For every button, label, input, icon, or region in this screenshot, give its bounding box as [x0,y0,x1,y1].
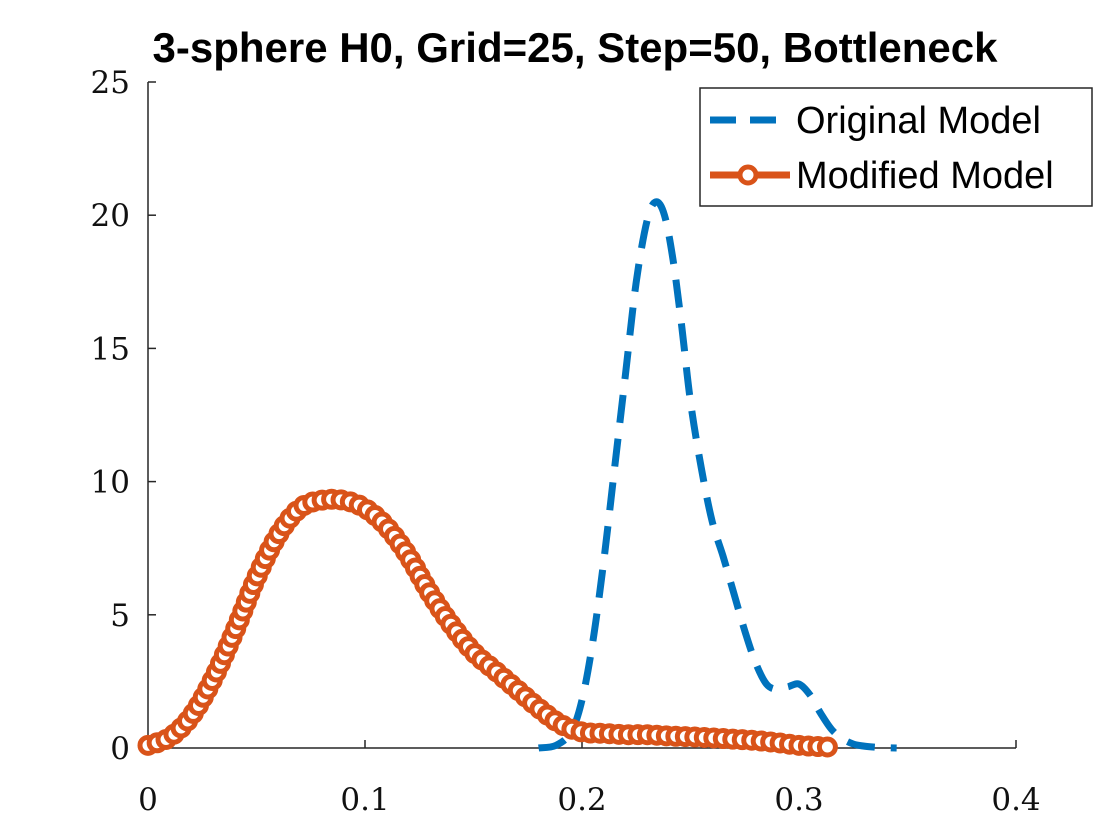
series-line-modified-model [146,495,832,751]
series-layer [137,198,897,758]
x-tick-label: 0.1 [340,782,389,818]
x-tick-label: 0.2 [557,782,606,818]
series-marker-modified-model [816,736,838,758]
legend-label-modified: Modified Model [796,155,1054,197]
x-tick-label: 0.3 [774,782,823,818]
y-tick-label: 10 [91,465,130,501]
y-tick-label: 25 [91,65,130,101]
x-tick-label: 0 [138,782,158,818]
y-tick-label: 0 [110,731,130,767]
x-tick-label: 0.4 [991,782,1040,818]
series-line-original-model [538,198,897,752]
legend-marker-modified [737,164,759,186]
legend-label-original: Original Model [796,100,1041,142]
y-tick-label: 20 [91,198,130,234]
legend-box [699,87,1093,207]
y-tick-label: 5 [110,598,130,634]
chart-title: 3-sphere H0, Grid=25, Step=50, Bottlenec… [152,24,998,71]
y-tick-label: 15 [91,331,130,367]
legend: Original Model Modified Model [699,87,1093,207]
axis-ticks: 0 0.1 0.2 0.3 0.4 0 5 10 15 20 25 [91,65,1041,818]
